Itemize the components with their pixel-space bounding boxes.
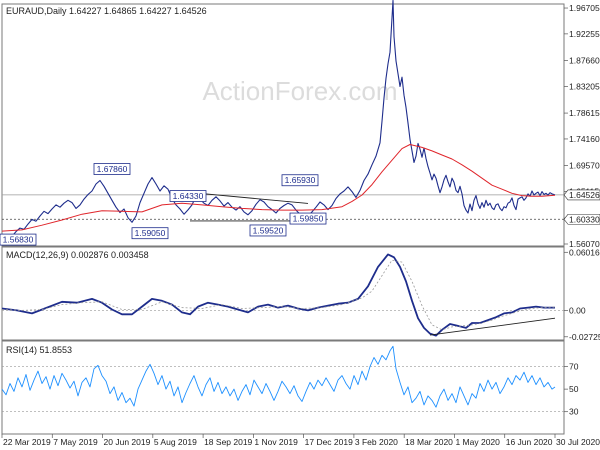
price-annotation-box xyxy=(93,163,131,175)
macd-tick-label: 0.060165 xyxy=(569,247,600,257)
support-price-label: 1.60330 xyxy=(563,213,600,225)
rsi-series xyxy=(1,345,556,408)
x-tick-label: 18 Sep 2019 xyxy=(204,437,252,447)
price-annotation-box xyxy=(131,227,169,240)
rsi-line xyxy=(1,345,556,408)
price-annotation-box xyxy=(289,212,327,225)
price-tick-label: 1.78615 xyxy=(569,108,600,118)
macd-signal-line xyxy=(1,259,556,331)
price-series xyxy=(1,0,556,239)
x-tick-label: 30 Jul 2020 xyxy=(556,437,600,447)
rsi-tick-label: 70 xyxy=(569,362,579,372)
x-tick-label: 18 Mar 2020 xyxy=(405,437,453,447)
price-trendline xyxy=(189,191,309,204)
macd-tick-label: -0.02725 xyxy=(569,332,600,342)
macd-panel: MACD(12,26,9) 0.002876 0.003458 0.060165… xyxy=(1,246,600,342)
rsi-axis: 70 50 30 xyxy=(564,362,579,417)
current-price-box xyxy=(563,189,600,201)
macd-title: MACD(12,26,9) 0.002876 0.003458 xyxy=(6,250,149,260)
price-tick-label: 1.74160 xyxy=(569,134,600,144)
x-tick-label: 16 Jun 2020 xyxy=(506,437,553,447)
x-tick-label: 1 May 2020 xyxy=(455,437,500,447)
price-tick-label: 1.92255 xyxy=(569,29,600,39)
current-price-text: 1.64526 xyxy=(569,190,600,200)
rsi-tick-label: 30 xyxy=(569,407,579,417)
x-tick-label: 22 Mar 2019 xyxy=(3,437,51,447)
x-tick-label: 1 Nov 2019 xyxy=(254,437,298,447)
rsi-panel: RSI(14) 51.8553 70 50 30 xyxy=(1,340,579,435)
price-annotation-label: 1.67860 xyxy=(97,164,128,174)
current-price-label: 1.64526 xyxy=(563,189,600,201)
x-axis: 22 Mar 2019 7 May 2019 20 Jun 2019 5 Aug 20… xyxy=(1,434,600,447)
price-annotation-label: 1.64330 xyxy=(173,191,204,201)
macd-tick-label: 0.00 xyxy=(569,305,586,315)
price-tick-label: 1.87660 xyxy=(569,56,600,66)
price-tick-label: 1.83205 xyxy=(569,81,600,91)
price-tick-label: 1.96705 xyxy=(569,3,600,13)
price-panel: ActionForex.com EURAUD,Daily 1.64227 1.6… xyxy=(0,0,600,249)
support-price-text: 1.60330 xyxy=(569,214,600,224)
macd-axis: 0.060165 0.00 -0.02725 xyxy=(564,247,600,342)
x-tick-label: 7 May 2019 xyxy=(53,437,98,447)
macd-line xyxy=(1,253,555,337)
price-annotations: 1.67860 1.59050 1.64330 1.59520 1.59850 1.659… xyxy=(0,163,327,246)
price-annotation-box xyxy=(169,190,207,202)
x-tick-label: 5 Aug 2019 xyxy=(154,437,197,447)
support-price-box xyxy=(563,213,600,225)
price-annotation-label: 1.59520 xyxy=(253,225,284,235)
price-annotation-box xyxy=(281,174,319,187)
x-tick-label: 3 Feb 2020 xyxy=(355,437,398,447)
rsi-levels xyxy=(2,366,564,413)
price-annotation-label: 1.65930 xyxy=(285,175,316,185)
rsi-panel-frame xyxy=(1,340,565,435)
rsi-tick-label: 50 xyxy=(569,384,579,394)
symbol-info: EURAUD,Daily 1.64227 1.64865 1.64227 1.6… xyxy=(6,6,207,16)
price-annotation-label: 1.56830 xyxy=(3,235,34,245)
moving-average-line xyxy=(1,144,556,232)
price-annotation-label: 1.59850 xyxy=(293,214,324,224)
price-trendlines xyxy=(189,191,309,222)
macd-trendline xyxy=(429,317,556,336)
macd-series xyxy=(1,253,556,337)
watermark: ActionForex.com xyxy=(202,76,397,106)
x-tick-label: 20 Jun 2019 xyxy=(104,437,151,447)
macd-panel-frame xyxy=(1,246,565,341)
price-annotation-label: 1.59050 xyxy=(135,228,166,238)
price-annotation-box xyxy=(249,224,287,237)
price-tick-label: 1.56070 xyxy=(569,239,600,249)
rsi-title: RSI(14) 51.8553 xyxy=(6,345,72,355)
price-annotation-box xyxy=(0,233,37,246)
x-tick-label: 17 Dec 2019 xyxy=(305,437,353,447)
price-tick-label: 1.69570 xyxy=(569,161,600,171)
